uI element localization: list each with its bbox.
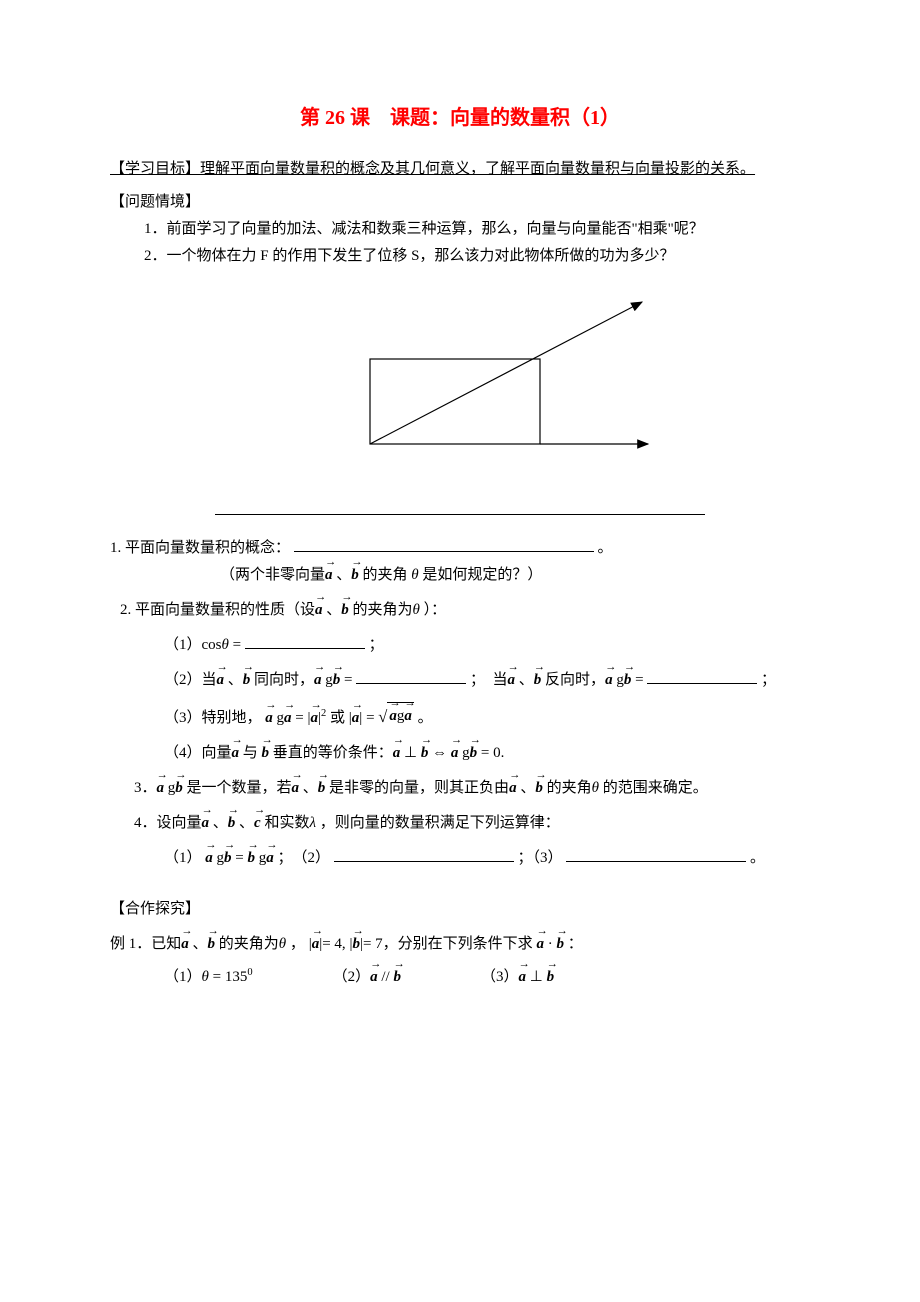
goal-label: 【学习目标】	[110, 161, 200, 177]
goal-text: 理解平面向量数量积的概念及其几何意义，了解平面向量数量积与向量投影的关系。	[200, 161, 755, 177]
p1-pre: 1. 平面向量数量积的概念：	[110, 540, 290, 556]
opt-2: （2）a // b	[333, 964, 401, 991]
blank	[294, 537, 594, 552]
opt-3: （3）a ⊥ b	[481, 964, 554, 991]
force-arrow	[370, 302, 642, 444]
p3: 3．a gb 是一个数量，若a 、b 是非零的向量，则其正负由a 、b 的夹角θ…	[134, 775, 810, 802]
concept-1: 1. 平面向量数量积的概念： 。	[110, 535, 810, 562]
blank	[647, 669, 757, 684]
blank	[245, 634, 365, 649]
ex1-opts: （1）θ = 1350 （2）a // b （3）a ⊥ b	[164, 964, 810, 991]
diagram-svg	[270, 284, 650, 464]
prop-2: （2）当a 、b 同向时，a gb = ； 当a 、b 反向时，a gb = ；	[164, 667, 810, 694]
props-head: 2. 平面向量数量积的性质（设a 、b 的夹角为θ ）：	[120, 597, 810, 624]
q2: 2．一个物体在力 F 的作用下发生了位移 S，那么该力对此物体所做的功为多少？	[144, 243, 810, 270]
opt-1: （1）θ = 1350	[164, 964, 253, 991]
p4-laws: （1） a gb = b ga ； （2） ；（3） 。	[164, 845, 810, 872]
page-title: 第 26 课 课题：向量的数量积（1）	[110, 100, 810, 136]
explore-head: 【合作探究】	[110, 896, 810, 923]
goal-line: 【学习目标】理解平面向量数量积的概念及其几何意义，了解平面向量数量积与向量投影的…	[110, 156, 810, 183]
hr	[215, 514, 705, 515]
blank	[334, 847, 514, 862]
ex1: 例 1．已知a 、b 的夹角为θ ， a= 4, b= 7，分别在下列条件下求 …	[110, 931, 810, 958]
prop-3: （3）特别地， a ga = a2 或 a = √aga 。	[164, 702, 810, 732]
blank	[356, 669, 466, 684]
blank	[566, 847, 746, 862]
context-head: 【问题情境】	[110, 189, 810, 216]
prop-4: （4）向量a 与 b 垂直的等价条件：a ⊥ b ⇔ a gb = 0.	[164, 740, 810, 767]
p4: 4．设向量a 、b 、c 和实数λ ，则向量的数量积满足下列运算律：	[134, 810, 810, 837]
p1-end: 。	[598, 540, 613, 556]
force-diagram	[110, 284, 810, 474]
q1: 1．前面学习了向量的加法、减法和数乘三种运算，那么，向量与向量能否"相乘"呢？	[144, 216, 810, 243]
goal: 【学习目标】理解平面向量数量积的概念及其几何意义，了解平面向量数量积与向量投影的…	[110, 161, 755, 177]
p1-note: （两个非零向量a 、b 的夹角 θ 是如何规定的？）	[220, 562, 810, 589]
prop-1: （1）cosθ = ；	[164, 632, 810, 659]
